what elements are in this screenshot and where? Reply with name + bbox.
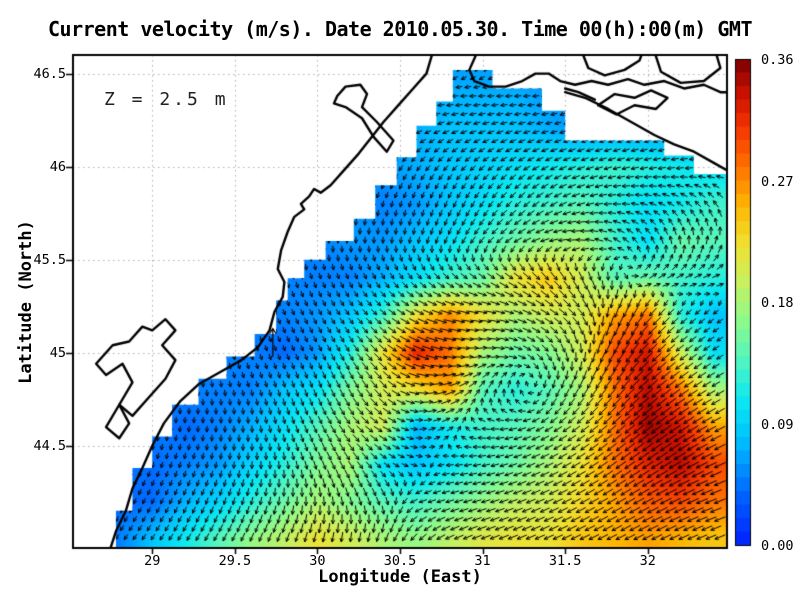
colorbar-tick-label: 0.09 (761, 416, 794, 433)
x-tick-label: 31.5 (548, 553, 582, 569)
x-tick-label: 30 (309, 553, 326, 569)
depth-annotation: Z = 2.5 m (104, 89, 229, 110)
colorbar-tick-label: 0.36 (761, 52, 794, 68)
x-tick-label: 31 (474, 553, 491, 569)
y-tick-label: 45 (49, 344, 66, 361)
plot-title: Current velocity (m/s). Date 2010.05.30.… (47, 17, 753, 41)
x-axis-label: Longitude (East) (318, 567, 482, 587)
x-tick-label: 30.5 (383, 553, 417, 569)
colorbar-tick-label: 0.00 (761, 538, 794, 554)
x-tick-label: 32 (639, 553, 656, 569)
colorbar-tick-label: 0.18 (761, 295, 794, 311)
colorbar-tick-label: 0.27 (761, 173, 794, 190)
y-tick-label: 44.5 (33, 437, 66, 454)
y-tick-label: 46.5 (33, 65, 66, 82)
x-tick-label: 29 (144, 553, 161, 569)
y-tick-label: 46 (49, 158, 66, 175)
x-tick-label: 29.5 (218, 553, 252, 569)
y-tick-label: 45.5 (33, 251, 66, 268)
